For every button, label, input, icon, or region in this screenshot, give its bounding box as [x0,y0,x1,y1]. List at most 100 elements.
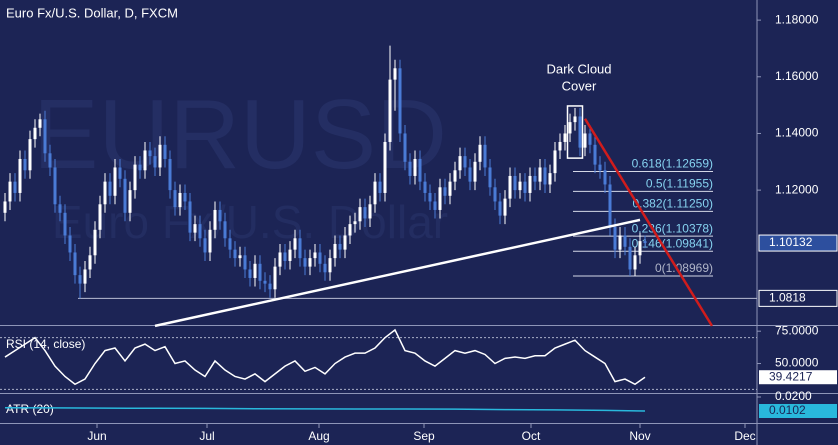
candle-body [638,241,642,256]
indicator-line [4,406,646,412]
candle-body [493,187,497,202]
candle-body [373,181,377,205]
candle-body [308,258,312,267]
candle-body [233,249,237,259]
candle-body [158,144,162,168]
candle-body [463,156,467,168]
candle-body [63,212,67,236]
candle-body [623,235,627,247]
candle-body [548,173,552,185]
value-label-box [759,404,837,418]
last-value-label: 39.4217 [769,369,813,383]
candle-body [323,263,327,273]
candle-body [13,181,17,193]
candle-body [643,241,647,244]
candle-body [8,181,12,202]
candle-body [148,150,152,157]
candle-body [28,139,32,171]
candle-body [483,144,487,168]
annotation-box [566,105,584,159]
x-tick-label: Nov [629,429,650,443]
candle-body [153,156,157,168]
candle-body [538,167,542,182]
candle-body [53,167,57,205]
candle-body [38,119,42,128]
candle-body [618,235,622,250]
candle-body [458,156,462,171]
candle-body [248,269,252,278]
candle-body [348,224,352,236]
candle-body [183,192,187,202]
last-price-label: 1.10132 [769,235,813,249]
candle-body [383,141,387,193]
candle-body [358,207,362,222]
candle-body [418,158,422,182]
value-label-box [759,370,837,385]
candle-body [133,164,137,191]
candle-body [318,252,322,264]
candle-body [343,235,347,250]
candle-body [438,187,442,210]
candle-body [413,158,417,176]
candle-body [568,122,572,134]
trendline [154,218,641,328]
candle-body [58,204,62,213]
candle-body [558,141,562,151]
candle-body [513,175,517,191]
candle-body [428,192,432,202]
candle-body [143,150,147,171]
candle-body [93,229,97,256]
candle-body [78,275,82,284]
candle-body [573,116,577,123]
candle-body [478,144,482,162]
last-value-label: 0.0102 [769,403,806,417]
candle-body [203,238,207,253]
candle-body [598,164,602,171]
candle-body [388,79,392,142]
candle-body [73,252,77,276]
candle-body [238,255,242,259]
candle-body [588,133,592,145]
candle-body [468,167,472,182]
candle-body [198,224,202,239]
candle-body [163,144,167,159]
watermark: EURUSD [33,79,447,189]
candle-body [213,209,217,230]
price-label-box [758,289,838,307]
candle-body [178,192,182,208]
candle-body [113,167,117,196]
candle-body [98,204,102,230]
y-tick-label: 0.0200 [775,389,812,403]
candle-body [613,226,617,250]
watermark: Euro Fx/U.S. Dollar [52,196,448,248]
candle-body [423,181,427,193]
y-tick-label: 1.12000 [775,182,819,196]
x-tick-label: Oct [522,429,541,443]
candle-body [278,252,282,267]
candle-body [338,243,342,250]
indicator-line [4,328,646,386]
candle-body [448,181,452,196]
fib-label: 0(1.08969) [655,261,713,275]
support-label: 1.0818 [769,291,806,305]
candle-body [118,167,122,179]
candle-body [138,164,142,171]
candle-body [228,238,232,250]
candle-body [363,207,367,219]
candle-body [433,201,437,210]
candle-body [193,224,197,233]
candle-body [313,252,317,259]
candle-body [218,209,222,222]
y-tick-label: 1.18000 [775,12,819,26]
candle-body [523,181,527,193]
candle-body [253,263,257,278]
candle-body [108,181,112,196]
chart-title: Euro Fx/U.S. Dollar, D, FXCM [6,5,178,20]
fib-label: 0.382(1.11250) [632,197,713,211]
candle-body [563,133,567,142]
candle-body [443,187,447,196]
candle-body [578,116,582,148]
